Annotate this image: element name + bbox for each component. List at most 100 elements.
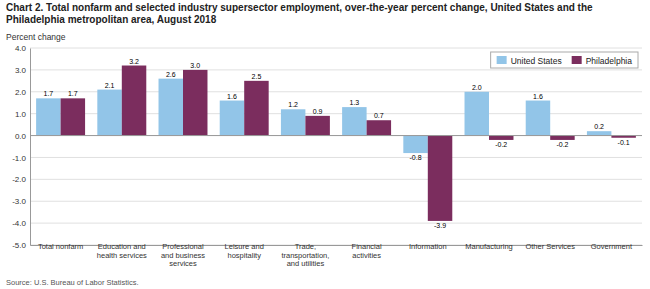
bar (587, 131, 611, 135)
y-axis-title: Percent change (6, 32, 66, 42)
x-tick-label: Manufacturing (465, 242, 513, 251)
data-label: -0.8 (410, 154, 422, 161)
x-tick-label: Financialactivities (352, 242, 382, 260)
grid-line (30, 135, 642, 136)
data-label: -3.9 (434, 222, 446, 229)
x-tick: Total nonfarm (38, 242, 83, 251)
y-tick: -5.0 (12, 241, 26, 250)
bar (122, 66, 146, 136)
y-tick-label: -3.0 (12, 197, 26, 206)
y-tick: 0.0 (15, 132, 27, 141)
x-tick: Manufacturing (465, 242, 513, 251)
data-label: 1.7 (43, 90, 53, 97)
data-label: -0.2 (495, 141, 507, 148)
x-axis: Total nonfarm Education andhealth service… (31, 242, 643, 268)
grid (30, 48, 642, 245)
title: Philadelphia metropolitan area, August 2… (6, 14, 217, 25)
y-tick-label: 4.0 (15, 44, 27, 53)
y-tick: 4.0 (15, 44, 27, 53)
legend-item: Philadelphia (572, 56, 633, 66)
x-tick: Education andhealth services (97, 242, 147, 260)
bars (36, 66, 636, 221)
y-tick-label: -5.0 (12, 241, 26, 250)
grid-line (30, 179, 642, 180)
data-label: 0.7 (374, 112, 384, 119)
y-tick: -3.0 (12, 197, 26, 206)
x-tick-label: Government (591, 242, 633, 251)
y-tick-label: 2.0 (15, 88, 27, 97)
grid-line (30, 48, 642, 49)
bar (281, 109, 305, 135)
x-tick-label-line: services (169, 259, 197, 268)
y-tick-label: 0.0 (15, 132, 27, 141)
legend-box (491, 52, 638, 68)
bar (428, 136, 452, 221)
legend-label: Philadelphia (586, 56, 633, 66)
data-label: 0.9 (313, 108, 323, 115)
plot: -5.0 -4.0 -3.0 -2.0 -1.0 0.0 1.0 2.0 3.0 4.0 Total… (12, 44, 642, 268)
y-tick-label: 1.0 (15, 110, 27, 119)
grid-line (30, 201, 642, 202)
bar (36, 98, 60, 135)
data-label: 3.2 (129, 58, 139, 65)
chart: Chart 2. Total nonfarm and selected indu… (0, 0, 650, 289)
x-tick: Professionaland businessservices (161, 242, 205, 268)
x-tick-label: Information (409, 242, 447, 251)
y-tick: 2.0 (15, 88, 27, 97)
bar (305, 116, 329, 136)
data-label: 1.2 (288, 101, 298, 108)
bar (183, 70, 207, 136)
title: Chart 2. Total nonfarm and selected indu… (6, 2, 593, 13)
x-tick-label: Education andhealth services (97, 242, 147, 260)
bar (489, 136, 513, 140)
data-label: 1.6 (533, 93, 543, 100)
x-tick-label-line: health services (97, 251, 147, 260)
data-label: 3.0 (190, 62, 200, 69)
y-tick: -4.0 (12, 219, 26, 228)
x-tick-label-line: activities (352, 251, 381, 260)
annotation: Source: U.S. Bureau of Labor Statistics. (6, 278, 139, 287)
legend-swatch (497, 56, 507, 64)
grid-line (30, 157, 642, 158)
data-label: 2.1 (105, 82, 115, 89)
y-tick: -1.0 (12, 154, 26, 163)
data-label: -0.2 (556, 141, 568, 148)
y-tick: -2.0 (12, 175, 26, 184)
bar (526, 101, 550, 136)
data-label: 2.6 (166, 71, 176, 78)
bar (342, 107, 366, 135)
y-tick: 3.0 (15, 66, 27, 75)
data-label: 2.0 (472, 84, 482, 91)
x-tick-label-line: Total nonfarm (38, 242, 83, 251)
x-tick-label-line: Government (591, 242, 633, 251)
data-label: 1.7 (68, 90, 78, 97)
x-tick: Information (409, 242, 447, 251)
bar (465, 92, 489, 136)
bar (367, 120, 391, 135)
y-tick-label: -2.0 (12, 175, 26, 184)
bar (61, 98, 85, 135)
x-tick-label: Trade,transportation,and utilities (281, 242, 329, 268)
data-label: 1.6 (227, 93, 237, 100)
grid-line (30, 223, 642, 224)
bar (220, 101, 244, 136)
x-tick: Financialactivities (352, 242, 382, 260)
x-tick: Government (591, 242, 633, 251)
x-tick: Leisure andhospitality (225, 242, 264, 260)
y-tick-label: -4.0 (12, 219, 26, 228)
zero-line (30, 135, 642, 136)
x-tick-label-line: Manufacturing (465, 242, 513, 251)
data-label: 0.2 (594, 123, 604, 130)
legend-swatch (572, 56, 582, 64)
legend-item: United States (497, 56, 562, 66)
x-tick-label: Other Services (525, 242, 575, 251)
x-tick-label-line: Other Services (525, 242, 575, 251)
x-tick-label: Professionaland businessservices (161, 242, 205, 268)
y-tick-label: 3.0 (15, 66, 27, 75)
y-tick: 1.0 (15, 110, 27, 119)
x-tick-label-line: and utilities (287, 259, 325, 268)
x-tick: Trade,transportation,and utilities (281, 242, 329, 268)
x-tick-label-line: hospitality (228, 251, 262, 260)
x-tick-label: Leisure andhospitality (225, 242, 264, 260)
y-tick-label: -1.0 (12, 154, 26, 163)
